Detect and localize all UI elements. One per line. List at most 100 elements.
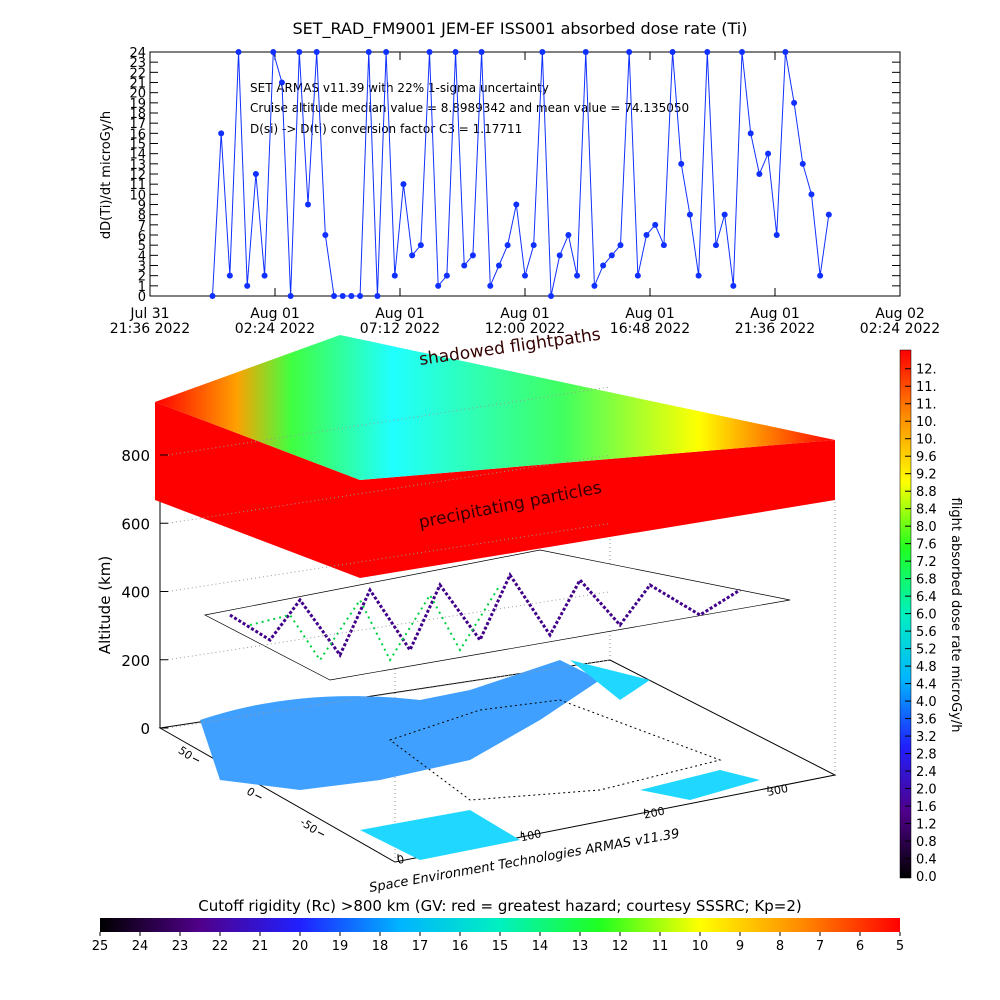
data-point	[608, 252, 615, 259]
y-tick-label: 5	[138, 239, 146, 254]
data-point	[539, 49, 546, 55]
x-tick-label: 21:36 2022	[110, 321, 190, 337]
y-tick-label: 14	[129, 148, 146, 163]
colorbar-tick-label: 10.	[916, 415, 937, 430]
colorbar-tick-label: 2.8	[916, 748, 937, 763]
data-point	[530, 242, 537, 249]
data-point	[278, 79, 285, 86]
data-point	[287, 293, 294, 299]
data-point	[339, 293, 346, 299]
x-tick-label: 0	[396, 853, 406, 867]
y-tick-label: 0	[244, 785, 257, 800]
z-tick-label: 600	[121, 515, 150, 533]
data-point	[348, 293, 355, 299]
annotation: D(si) -> D(ti) conversion factor C3 = 1.…	[250, 122, 522, 136]
y-tick-label: 6	[138, 229, 146, 244]
grid-line	[167, 659, 611, 729]
y-tick-label: 8	[138, 209, 146, 224]
data-point	[582, 49, 589, 55]
colorbar-tick-label: 4.4	[916, 678, 937, 693]
colorbar-tick-label: 20	[292, 939, 309, 954]
colorbar-tick-label: 6.4	[916, 590, 937, 605]
data-point	[244, 282, 251, 289]
colorbar-tick-label: 5.2	[916, 643, 937, 658]
colorbar-tick-label: 17	[412, 939, 429, 954]
data-point	[791, 99, 798, 106]
data-point	[652, 221, 659, 228]
colorbar-tick-label: 8.0	[916, 520, 937, 535]
x-tick-label: 02:24 2022	[860, 321, 940, 337]
z-tick-label: 800	[121, 447, 150, 465]
colorbar-tick-label: 15	[492, 939, 509, 954]
data-point	[660, 242, 667, 249]
data-point	[443, 272, 450, 279]
x-tick-label: 300	[766, 782, 789, 799]
colorbar	[100, 918, 900, 932]
colorbar-tick-label: 21	[252, 939, 269, 954]
colorbar-tick-label: 0.8	[916, 835, 937, 850]
data-point	[721, 211, 728, 218]
data-point	[461, 262, 468, 269]
data-point	[270, 49, 277, 55]
x-tick-label: Aug 02	[875, 306, 925, 322]
y-tick-label: 10	[129, 188, 146, 203]
y-tick-label: 12	[129, 168, 146, 183]
x-tick-label: 12:00 2022	[485, 321, 565, 337]
data-point	[391, 272, 398, 279]
data-point	[417, 242, 424, 249]
y-tick-label: 1	[138, 280, 146, 295]
map-land	[640, 770, 760, 800]
z-tick-label: 200	[121, 652, 150, 670]
data-point	[730, 282, 737, 289]
x-tick-label: 100	[519, 827, 542, 844]
colorbar-tick-label: 25	[92, 939, 109, 954]
colorbar-tick-label: 8	[776, 939, 784, 954]
y-axis-label: dD(Ti)/dt microGy/h	[99, 111, 114, 239]
y-tick-label: 24	[129, 46, 146, 61]
data-point	[322, 232, 329, 238]
data-point	[574, 272, 581, 279]
x-tick-label: 07:12 2022	[360, 321, 440, 337]
colorbar-tick-label: 6	[856, 939, 864, 954]
colorbar-tick-label: 0.0	[916, 870, 937, 885]
slab-top	[155, 335, 835, 480]
map-land	[360, 810, 520, 860]
colorbar-tick-label: 7.2	[916, 555, 937, 570]
data-point	[313, 49, 320, 55]
colorbar-tick-label: 11	[652, 939, 669, 954]
colorbar-tick-label: 12.	[916, 363, 937, 378]
colorbar-tick-label: 3.6	[916, 713, 937, 728]
colorbar-tick-label: 13	[572, 939, 589, 954]
scene-3d: shadowed flightpaths precipitating parti…	[96, 325, 837, 896]
y-tick	[317, 831, 325, 836]
z-tick-label: 400	[121, 584, 150, 602]
annotation: Cruise altitude median value = 8.8989342…	[250, 101, 689, 115]
slab-side	[155, 402, 360, 578]
x-tick-label: Jul 31	[129, 306, 169, 322]
colorbar-label: flight absorbed dose rate microGy/h	[948, 498, 963, 733]
colorbar-tick-label: 16	[452, 939, 469, 954]
colorbar-tick-label: 0.4	[916, 853, 937, 868]
y-tick-label: -50	[298, 816, 320, 837]
x-tick-label: 21:36 2022	[735, 321, 815, 337]
colorbar-tick-label: 6.0	[916, 608, 937, 623]
data-point	[825, 211, 832, 218]
colorbar-tick-label: 11.	[916, 380, 937, 395]
colorbar-tick-label: 23	[172, 939, 189, 954]
data-point	[304, 201, 311, 208]
colorbar-tick-label: 10	[692, 939, 709, 954]
data-point	[374, 293, 381, 299]
data-point	[565, 232, 572, 238]
y-tick-label: 9	[138, 199, 146, 214]
x-tick-label: 16:48 2022	[610, 321, 690, 337]
data-point	[331, 293, 338, 299]
y-tick-label: 16	[129, 127, 146, 142]
data-point	[252, 171, 259, 177]
data-point	[522, 272, 528, 279]
data-point	[686, 211, 693, 218]
data-point	[548, 293, 555, 299]
z-tick-label: 0	[140, 720, 150, 738]
x-tick-label: Aug 01	[500, 306, 550, 322]
data-point	[513, 201, 520, 208]
x-tick-label: Aug 01	[375, 306, 425, 322]
